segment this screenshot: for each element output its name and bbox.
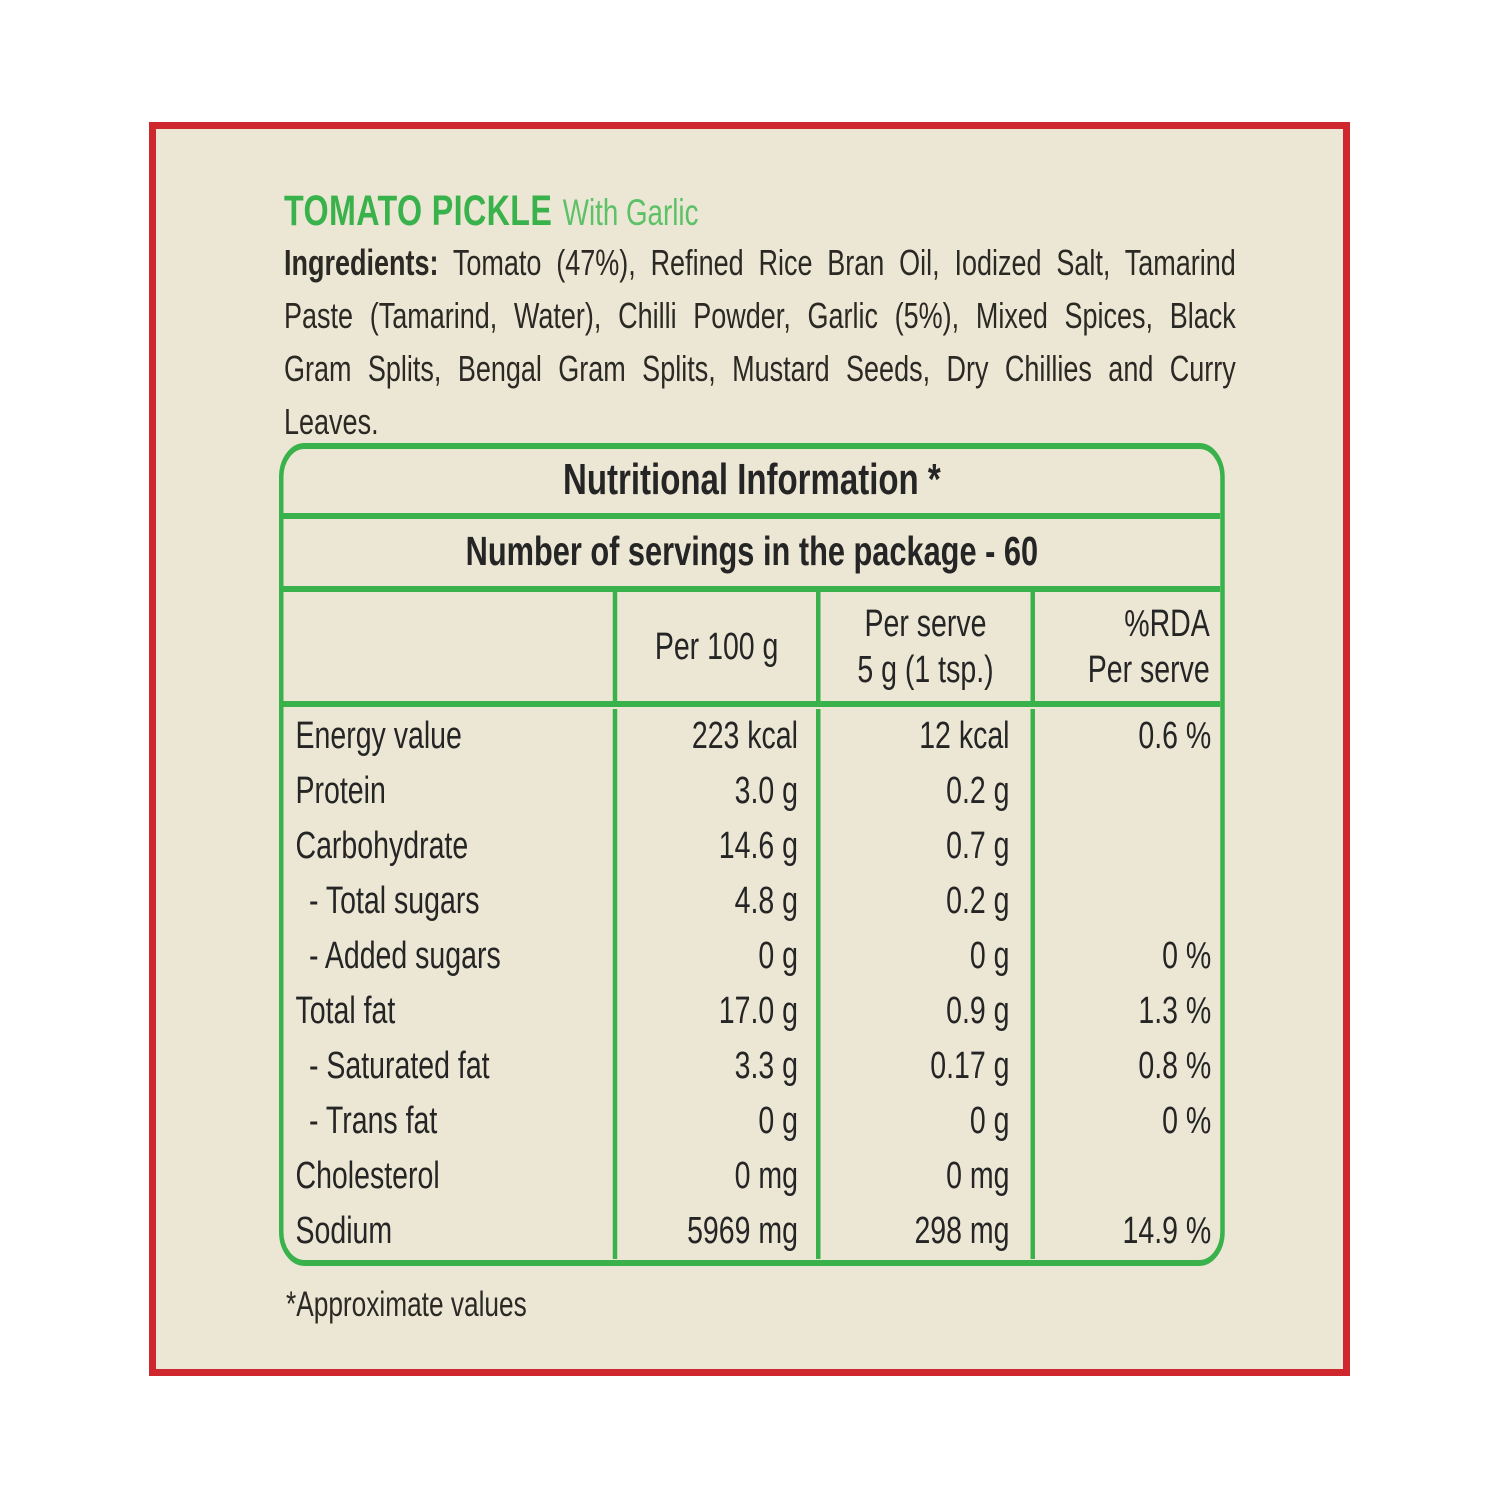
nutrient-label: - Trans fat [284, 1094, 618, 1149]
ingredients-paragraph: Ingredients: Tomato (47%), Refined Rice … [284, 236, 1236, 448]
value-rda: 1.3 % [1138, 990, 1212, 1032]
ingredients-line: Paste (Tamarind, Water), Chilli Powder, … [284, 295, 1236, 336]
value-per-100g: 0 g [617, 1094, 821, 1149]
product-variant: With Garlic [562, 192, 699, 233]
value-per-100g: 0 mg [617, 1149, 821, 1204]
nutrient-label: Protein [284, 764, 618, 819]
nutrient-label: Total fat [284, 984, 618, 1039]
value-rda [1035, 874, 1220, 929]
column-header-blank [284, 592, 618, 701]
value-rda: 0.6 % [1138, 715, 1212, 757]
column-header-per-100g: Per 100 g [617, 592, 821, 701]
ingredients-label: Ingredients: [284, 242, 439, 283]
column-header-row: Per 100 g Per serve 5 g (1 tsp.) %RDA Pe… [283, 592, 1221, 707]
value-per-100g: 17.0 g [617, 984, 821, 1039]
nutrition-table-body: Energy value 223 kcal 12 kcal 0.6 % Protein 3… [284, 707, 1221, 1260]
nutrient-label: Energy value [284, 709, 618, 764]
nutrient-label: - Added sugars [284, 929, 618, 984]
value-per-serve: 0 g [821, 929, 1035, 984]
column-header-rda: %RDA Per serve [1087, 602, 1210, 691]
product-name: TOMATO PICKLE [284, 187, 553, 235]
value-per-100g: 0 g [617, 929, 821, 984]
nutrition-table-title: Nutritional Information * [283, 449, 1221, 519]
value-per-serve: 0.7 g [821, 819, 1035, 874]
label-frame: TOMATO PICKLE With Garlic Ingredients: To… [149, 122, 1350, 1376]
value-per-100g: 223 kcal [617, 709, 821, 764]
servings-row: Number of servings in the package - 60 [283, 519, 1221, 592]
ingredients-line: Leaves. [284, 401, 379, 442]
value-rda: 14.9 % [1122, 1210, 1212, 1252]
nutrient-label: - Total sugars [284, 874, 618, 929]
value-per-serve: 0.9 g [821, 984, 1035, 1039]
value-rda [1035, 1149, 1220, 1204]
value-per-100g: 3.0 g [617, 764, 821, 819]
ingredients-line: Ingredients: Tomato (47%), Refined Rice … [284, 242, 1236, 283]
footnote: *Approximate values [286, 1285, 527, 1324]
value-per-100g: 4.8 g [617, 874, 821, 929]
value-per-serve: 0 mg [821, 1149, 1035, 1204]
value-per-serve: 0.2 g [821, 764, 1035, 819]
product-title-row: TOMATO PICKLE With Garlic [284, 187, 1334, 236]
nutrient-label: Carbohydrate [284, 819, 618, 874]
value-rda: 0.8 % [1138, 1045, 1212, 1087]
value-per-serve: 0 g [821, 1094, 1035, 1149]
value-rda: 0 % [1162, 935, 1212, 977]
value-per-100g: 14.6 g [617, 819, 821, 874]
nutrition-table: Nutritional Information * Number of serv… [279, 443, 1225, 1266]
value-rda [1035, 764, 1220, 819]
column-header-per-serve: Per serve 5 g (1 tsp.) [821, 592, 1035, 701]
nutrient-label: Sodium [284, 1204, 618, 1259]
value-per-serve: 0.2 g [821, 874, 1035, 929]
value-rda [1035, 819, 1220, 874]
value-per-serve: 0.17 g [821, 1039, 1035, 1094]
ingredients-line: Gram Splits, Bengal Gram Splits, Mustard… [284, 348, 1236, 389]
value-per-100g: 5969 mg [617, 1204, 821, 1259]
value-per-100g: 3.3 g [617, 1039, 821, 1094]
value-rda: 0 % [1162, 1100, 1212, 1142]
nutrient-label: - Saturated fat [284, 1039, 618, 1094]
value-per-serve: 298 mg [821, 1204, 1035, 1259]
value-per-serve: 12 kcal [821, 709, 1035, 764]
nutrient-label: Cholesterol [284, 1149, 618, 1204]
